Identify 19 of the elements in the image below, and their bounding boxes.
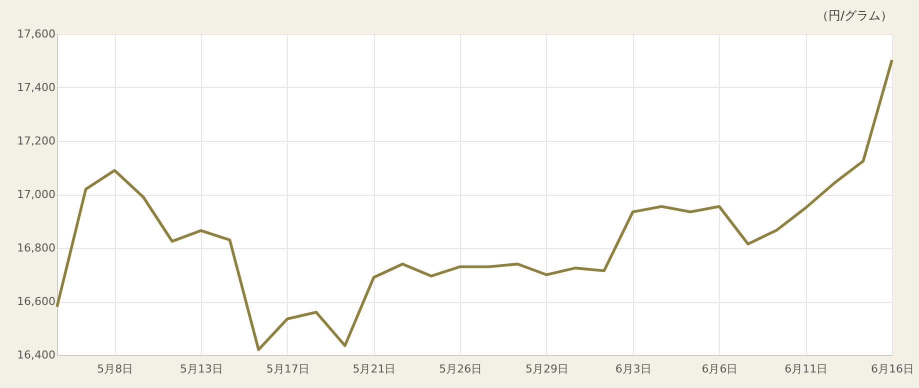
x-tick-label: 6月3日 — [615, 362, 652, 376]
x-tick-label: 5月21日 — [352, 362, 396, 376]
x-tick-label: 5月17日 — [266, 362, 310, 376]
y-tick-label: 16,800 — [17, 242, 56, 254]
y-tick-label: 17,200 — [17, 134, 56, 148]
x-tick-label: 6月16日 — [871, 362, 914, 376]
y-tick-label: 17,600 — [17, 28, 56, 40]
y-axis-title: （円/グラム） — [816, 8, 892, 22]
x-tick-label: 5月29日 — [525, 362, 568, 376]
x-tick-label: 5月26日 — [439, 362, 482, 376]
y-tick-label: 16,400 — [17, 348, 56, 362]
x-tick-label: 6月11日 — [784, 362, 828, 376]
x-tick-label: 5月13日 — [180, 362, 223, 376]
x-tick-label: 6月6日 — [702, 362, 738, 376]
y-tick-label: 16,600 — [17, 295, 56, 308]
x-tick-label: 5月8日 — [97, 362, 134, 376]
line-series — [56, 58, 894, 352]
y-tick-label: 17,400 — [17, 81, 56, 94]
y-tick-label: 17,000 — [17, 188, 56, 201]
